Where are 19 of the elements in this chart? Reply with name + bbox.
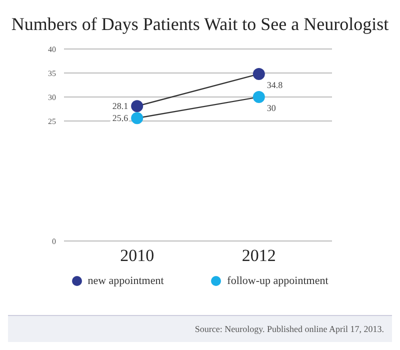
source-note: Source: Neurology. Published online April 17, 2013.: [194, 324, 384, 334]
x-tick-label: 2010: [120, 246, 154, 266]
data-label: 25.6: [112, 113, 129, 124]
y-tick-label: 40: [48, 44, 56, 54]
y-tick-label: 30: [48, 92, 56, 102]
y-tick-label: 0: [52, 236, 56, 246]
chart-title: Numbers of Days Patients Wait to See a Neurologist: [10, 13, 390, 35]
data-label: 30: [266, 103, 276, 113]
point: [131, 100, 144, 112]
data-label: 34.8: [266, 80, 284, 90]
y-tick-label: 25: [48, 116, 56, 126]
x-tick-label: 2012: [242, 246, 276, 266]
y-tick-label: 35: [48, 68, 56, 78]
legend-label: new appointment: [86, 275, 164, 287]
legend-label: follow-up appointment: [226, 275, 328, 287]
point: [131, 112, 144, 124]
data-label: 28.1: [112, 101, 128, 112]
point: [252, 91, 265, 103]
point: [252, 68, 265, 80]
